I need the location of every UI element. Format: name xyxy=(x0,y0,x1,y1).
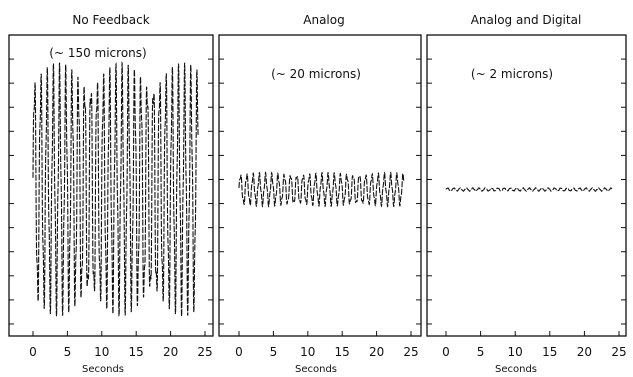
x-tick-labels: 0 5 10 15 20 25 xyxy=(235,345,418,359)
amplitude-annotation: (~ 150 microns) xyxy=(49,46,146,60)
x-tick-label: 20 xyxy=(577,345,592,359)
x-tick-label: 25 xyxy=(403,345,418,359)
x-tick-label: 5 xyxy=(477,345,485,359)
x-tick-label: 15 xyxy=(129,345,144,359)
tick-marks xyxy=(427,58,626,336)
x-tick-label: 5 xyxy=(64,345,72,359)
tick-marks xyxy=(9,58,213,336)
x-axis-label: Seconds xyxy=(495,364,537,375)
tick-marks xyxy=(219,58,421,336)
amplitude-annotation: (~ 20 microns) xyxy=(271,67,361,81)
x-tick-label: 10 xyxy=(508,345,523,359)
x-tick-label: 0 xyxy=(29,345,37,359)
panel-analog-and-digital: Analog and Digital (~ 2 microns) 0 5 10 … xyxy=(426,13,627,375)
plot-frame xyxy=(8,34,214,337)
panel-title: Analog and Digital xyxy=(471,13,582,27)
x-tick-label: 0 xyxy=(235,345,243,359)
x-tick-label: 20 xyxy=(369,345,384,359)
x-axis-label: Seconds xyxy=(82,364,124,375)
x-tick-label: 25 xyxy=(611,345,626,359)
x-tick-labels: 0 5 10 15 20 25 xyxy=(29,345,212,359)
x-tick-label: 10 xyxy=(94,345,109,359)
x-tick-label: 0 xyxy=(442,345,450,359)
series-line xyxy=(238,171,405,208)
plot-frame xyxy=(426,34,627,337)
x-tick-label: 5 xyxy=(270,345,278,359)
x-tick-labels: 0 5 10 15 20 25 xyxy=(442,345,626,359)
amplitude-annotation: (~ 2 microns) xyxy=(471,67,553,81)
x-tick-label: 15 xyxy=(542,345,557,359)
x-tick-label: 10 xyxy=(300,345,315,359)
series-line xyxy=(445,187,613,192)
panel-title: Analog xyxy=(303,13,344,27)
x-axis-label: Seconds xyxy=(295,364,337,375)
panel-no-feedback: No Feedback (~ 150 microns) 0 5 10 15 20… xyxy=(8,13,214,375)
panel-title: No Feedback xyxy=(72,13,149,27)
x-tick-label: 20 xyxy=(163,345,178,359)
x-tick-label: 25 xyxy=(197,345,212,359)
panel-analog: Analog (~ 20 microns) 0 5 10 15 20 25 Se… xyxy=(218,13,422,375)
plot-frame xyxy=(218,34,422,337)
x-tick-label: 15 xyxy=(335,345,350,359)
series-line xyxy=(32,61,199,317)
